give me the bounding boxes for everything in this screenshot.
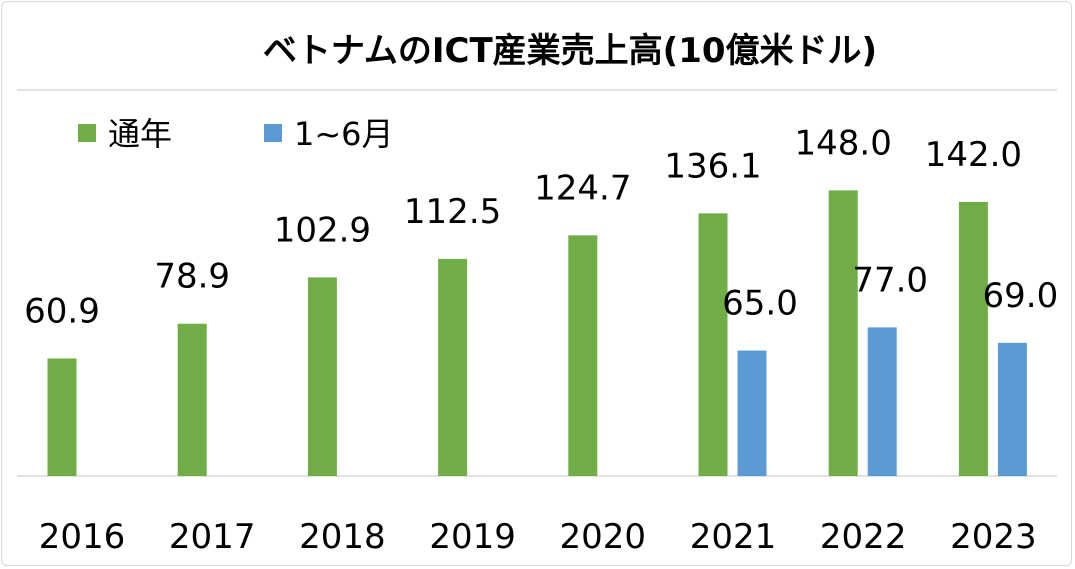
bar-annual xyxy=(698,213,728,476)
bar-annual xyxy=(568,235,598,476)
bar-annual xyxy=(438,258,468,476)
x-tick-label: 2017 xyxy=(169,517,256,557)
data-label: 112.5 xyxy=(404,192,501,232)
data-label: 142.0 xyxy=(925,135,1022,175)
bar-h1 xyxy=(737,350,767,476)
legend: 通年 1~6月 xyxy=(78,115,394,153)
bar-annual xyxy=(307,277,337,476)
data-label: 102.9 xyxy=(274,210,371,250)
x-tick-label: 2023 xyxy=(950,517,1037,557)
legend-label-annual: 通年 xyxy=(108,115,172,153)
chart-title: ベトナムのICT産業売上高(10億米ドル) xyxy=(263,31,877,71)
data-label: 77.0 xyxy=(852,260,928,300)
x-tick-label: 2019 xyxy=(429,517,516,557)
data-label: 78.9 xyxy=(154,257,230,297)
bar-h1 xyxy=(997,342,1027,476)
data-label: 69.0 xyxy=(983,276,1059,316)
legend-swatch-h1 xyxy=(264,124,282,142)
data-label: 124.7 xyxy=(534,168,631,208)
x-tick-label: 2018 xyxy=(299,517,386,557)
bar-annual xyxy=(828,190,858,477)
legend-label-h1: 1~6月 xyxy=(294,115,394,153)
bar-h1 xyxy=(867,327,897,476)
x-tick-label: 2020 xyxy=(560,517,647,557)
bar-annual xyxy=(958,201,988,476)
x-tick-label: 2022 xyxy=(820,517,907,557)
data-label: 60.9 xyxy=(24,291,100,331)
bar-annual xyxy=(47,358,77,476)
bar-annual xyxy=(177,323,207,476)
x-tick-label: 2016 xyxy=(39,517,126,557)
x-tick-label: 2021 xyxy=(690,517,777,557)
data-label: 136.1 xyxy=(664,146,761,186)
legend-swatch-annual xyxy=(78,124,96,142)
data-label: 65.0 xyxy=(722,284,798,324)
data-label: 148.0 xyxy=(795,123,892,163)
